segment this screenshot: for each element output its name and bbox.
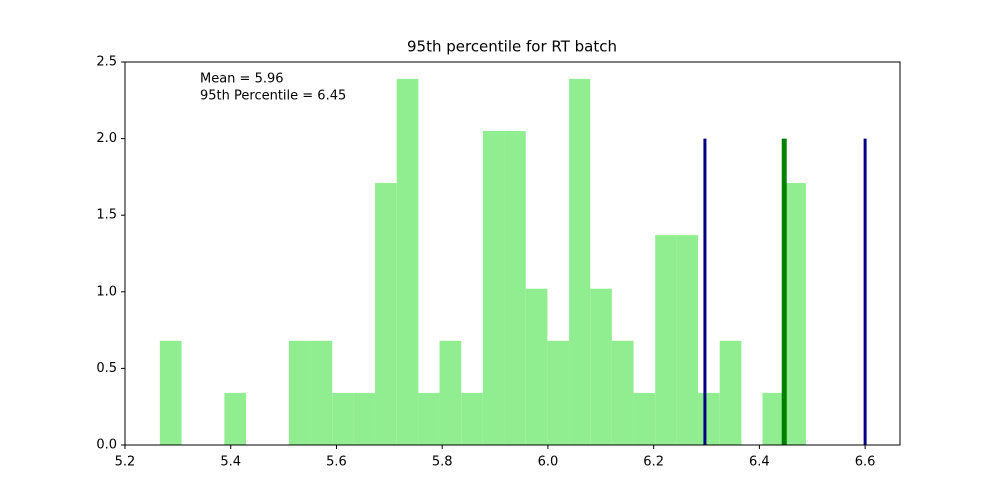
bar [504,130,526,445]
bar [611,340,634,445]
y-tick-label: 2.5 [96,55,117,70]
bar [396,78,419,446]
bar [375,183,397,445]
bar [439,340,462,445]
y-tick-label: 0.5 [96,361,117,376]
bar [633,392,656,445]
bar [288,340,311,445]
bar [762,392,785,445]
bar [547,340,570,445]
x-tick-label: 5.2 [115,455,136,470]
bar [784,183,806,445]
bar [590,288,612,445]
bar [719,340,742,445]
annotation: Mean = 5.96 [200,72,284,87]
bar [461,392,483,445]
annotation: 95th Percentile = 6.45 [200,89,346,104]
bar [353,392,376,445]
x-tick-label: 6.0 [538,455,559,470]
bar [698,392,720,445]
x-tick-label: 5.6 [326,455,347,470]
x-tick-label: 6.4 [749,455,770,470]
bar [569,78,591,446]
bar [310,340,333,445]
bar [418,392,440,445]
x-tick-label: 6.6 [855,455,876,470]
bar [525,288,548,445]
y-tick-label: 0.0 [96,438,117,453]
bar [655,235,677,445]
bar [332,392,354,445]
bar [482,130,505,445]
bar [224,392,247,445]
x-tick-label: 5.4 [220,455,241,470]
y-tick-label: 1.0 [96,284,117,299]
y-tick-label: 1.5 [96,208,117,223]
bar [676,235,699,445]
plot-frame [124,61,901,446]
y-tick-label: 2.0 [96,131,117,146]
x-tick-label: 6.2 [643,455,664,470]
bar [159,340,182,445]
x-tick-label: 5.8 [432,455,453,470]
chart-title: 95th percentile for RT batch [407,38,617,56]
